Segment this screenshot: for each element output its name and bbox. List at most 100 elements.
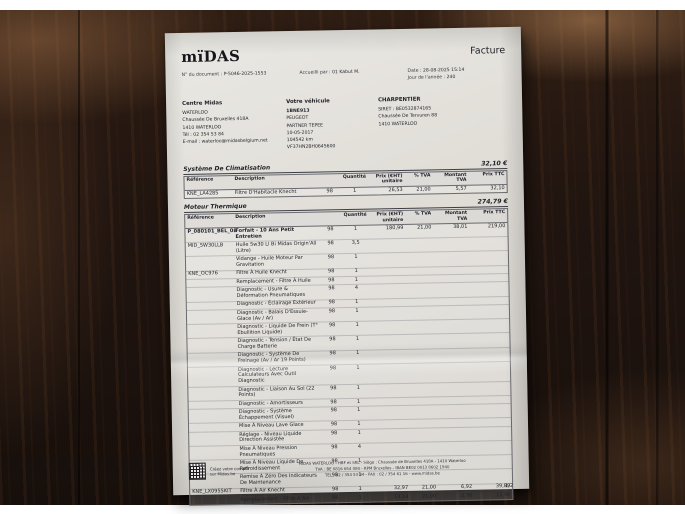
cell-tva_amt [434,252,470,266]
cell-ttc [471,319,509,333]
cell-ttc [470,266,508,274]
cell-code: 98 [330,429,338,436]
parties-row: Centre Midas WATERLOO Chaussée De Bruxell… [182,94,507,153]
customer-block: CHARPENTIER SIRET : BE0532874165 Chaussée… [378,94,507,149]
cell-unit [373,398,409,406]
cell-tva_pct [409,428,437,442]
cell-code: 98 [330,421,338,428]
cell-tva_pct [409,397,437,405]
cell-code: 98 [327,226,334,233]
cell-unit [370,276,406,284]
cell-code: 98 [327,268,335,275]
column-header [318,174,340,187]
column-header: Référence [187,215,215,222]
cell-ref [186,279,234,287]
cell-ttc [470,274,508,282]
cell-qty: 1 [357,421,361,428]
cell-unit [373,406,409,420]
cell-qty: 1 [355,299,359,306]
cell-desc: Diagnostic - Liquide De Frein (T° Ebulli… [237,322,319,336]
cell-code: 98 [328,285,335,292]
cell-desc: Forfait - 10 Ans Petit Entretien [235,226,295,240]
cell-tva_amt [435,306,471,320]
vehicle-block: Votre véhicule 1BNE913 PEUGEOT PARTNER TEP… [286,96,379,151]
cell-unit: 180,99 [385,224,404,232]
cell-tva_pct [406,253,434,267]
address-line: E-mail : waterloo@midasbelgium.net [182,138,268,145]
cell-tva_amt [435,334,471,348]
cell-desc: Diagnostic - Système Échappement (Visuel… [238,408,294,421]
cell-tva_amt [434,238,470,252]
cell-tva_pct [407,298,435,306]
cell-unit [371,307,407,321]
cell-qty: 1 [356,364,360,371]
day-of-year-value: 240 [446,74,456,80]
date-value: 28-08-2025 15:14 [422,67,465,74]
cell-unit [370,284,406,298]
cell-ref [187,324,235,338]
cell-ref [190,497,238,505]
cell-desc: Filtre D'Habitacle Knecht [234,188,297,196]
column-header: Référence [186,177,214,183]
cell-ref [187,338,235,352]
cell-qty: 1 [355,307,359,314]
invoice-content: mïDAS Facture N° du document : P-5046-20… [165,27,529,507]
cell-unit [372,384,408,398]
cell-qty: 1 [357,406,361,413]
column-header: Description [235,214,266,221]
cell-tva_pct: 21,00 [421,484,437,492]
cell-tva_pct [407,321,435,335]
cell-ref: KNE_OC976 [188,270,218,278]
cell-code: 98 [328,307,336,315]
invoice-paper: mïDAS Facture N° du document : P-5046-20… [164,26,530,507]
cell-unit [372,349,408,363]
cell-tva_pct [406,267,434,275]
section-title: Moteur Thermique [183,203,247,212]
cell-code: 98 [330,384,337,391]
cell-desc: Mise À Niveau Pression Pneumatiques [239,444,298,458]
cell-ttc [473,441,511,455]
served-by-value: 01 Kabut M. [332,69,360,76]
customer-line: 1410 WATERLOO [378,121,418,127]
column-header: % TVA [413,173,431,179]
cell-ttc [473,396,511,404]
vehicle-lines: 1BNE913 PEUGEOT PARTNER TEPEE 10-05-2017 104… [286,107,379,151]
cell-desc: Diagnostic - Liaison Au Sol (22 Points) [238,385,315,399]
invoice-section: Système De Climatisation 32,10 € Référen… [183,160,508,200]
cell-ttc [471,297,509,305]
cell-ref [186,256,234,270]
cell-ttc [473,404,511,418]
invoice-sections: Système De Climatisation 32,10 € Référen… [183,160,514,507]
cell-unit [371,335,407,349]
cell-desc: Remplacement - Filtre À Air [240,495,309,503]
cell-ttc [471,333,509,347]
cell-qty: 1 [353,187,357,194]
cell-ref [189,446,237,460]
cell-unit [371,321,407,335]
cell-tva_pct [409,420,437,428]
cell-tva_amt [437,405,473,419]
cell-qty: 1 [354,254,358,261]
cell-ttc [473,418,511,426]
cell-unit [372,364,408,384]
cell-code: 98 [330,407,337,414]
qr-caption: Créez votre compte sur Midas.be [209,465,250,477]
cell-desc: Diagnostic - Lecture Calculateurs Avec O… [237,365,297,385]
cell-desc: Filtre À Air Knecht [240,487,285,495]
cell-desc: Vidange - Huile Moteur Par Gravitation [235,255,303,269]
cell-qty: 1 [358,486,362,493]
cell-tva_amt: 6,92 [460,484,473,491]
cell-ref [188,353,236,367]
cell-qty: 1 [354,268,358,275]
cell-tva_amt [437,442,473,456]
cell-code: 98 [329,350,336,357]
cell-desc: Diagnostic - Usure & Déformation Pneumat… [236,286,306,300]
section-total: 32,10 € [481,160,508,168]
cell-qty: 1 [355,321,359,328]
cell-qty: 4 [357,443,362,450]
vehicle-line: VF37HN2BH0645600 [286,144,336,151]
cell-tva_amt [436,362,472,382]
cell-tva_amt: 5,57 [455,185,467,192]
cell-ttc [470,251,508,265]
customer-name: CHARPENTIER [378,96,421,104]
